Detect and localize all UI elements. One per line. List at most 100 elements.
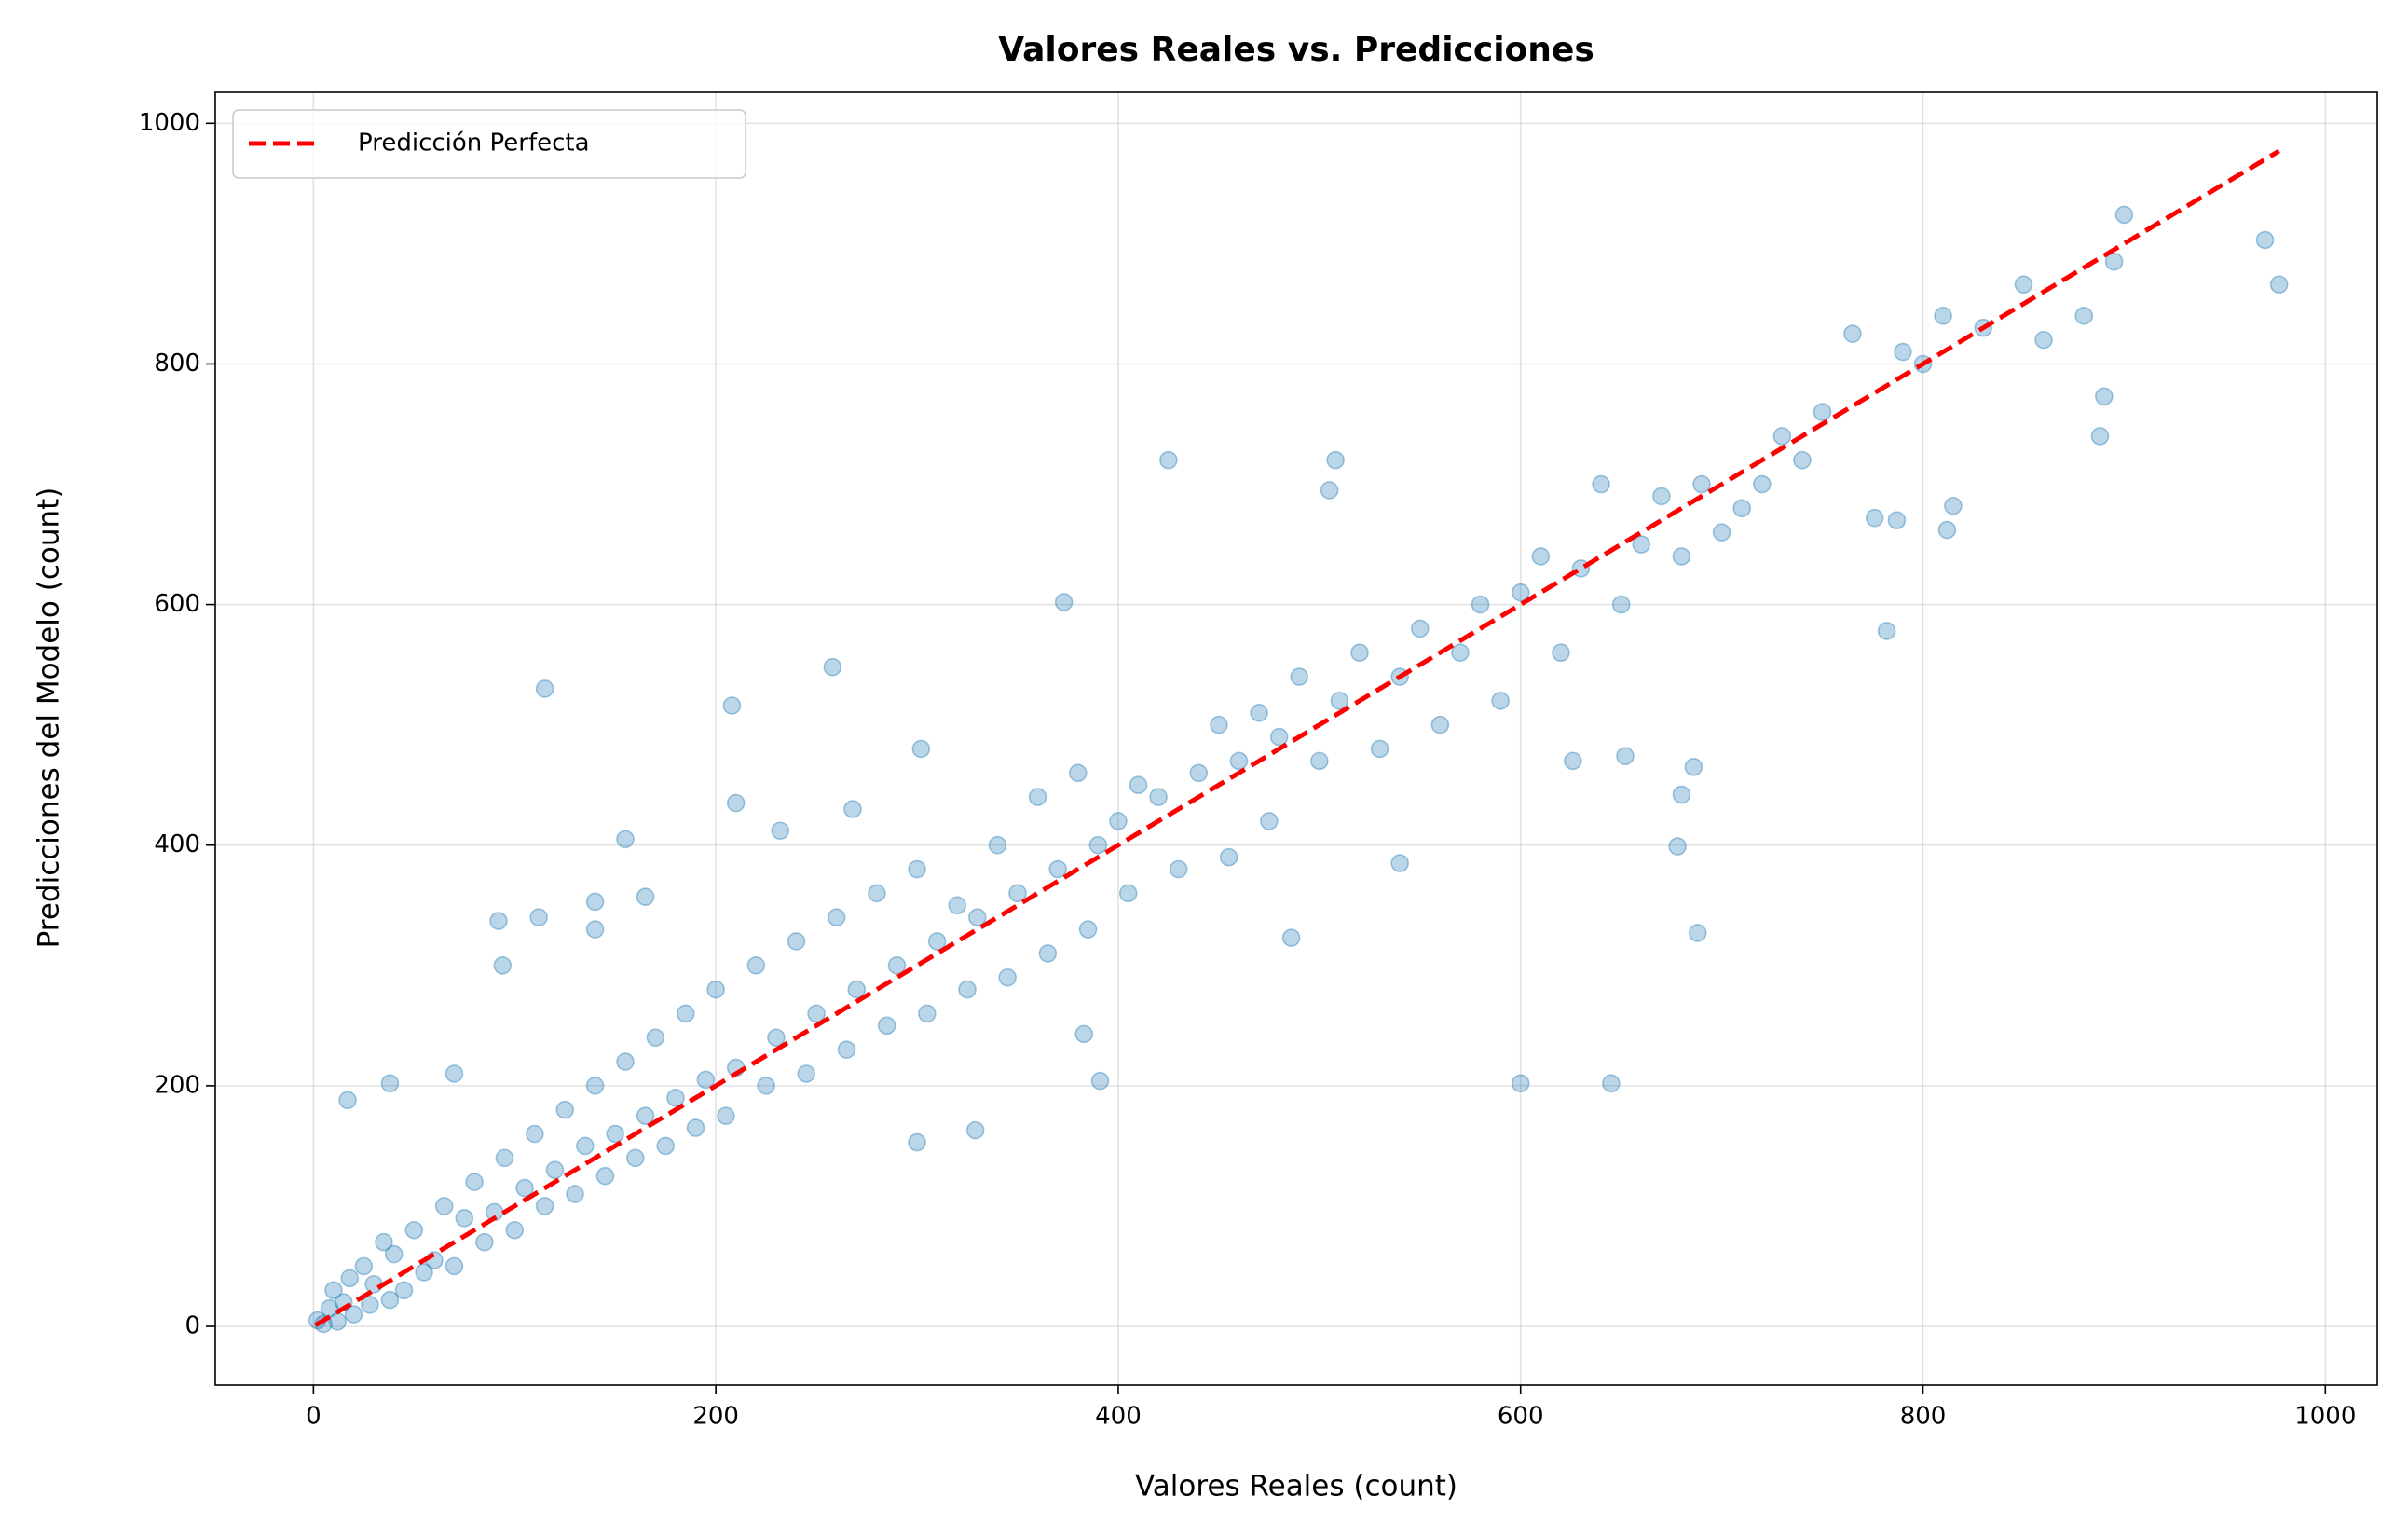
scatter-point: [1430, 715, 1450, 734]
scatter-point: [1210, 715, 1228, 734]
scatter-point: [375, 1232, 393, 1252]
scatter-point: [475, 1232, 494, 1252]
scatter-point: [958, 980, 977, 999]
scatter-point: [1281, 928, 1301, 947]
scatter-point: [2269, 275, 2289, 295]
scatter-point: [1048, 859, 1067, 879]
scatter-point: [823, 657, 842, 677]
x-axis-label: Valores Reales (count): [1135, 1470, 1457, 1503]
y-tick-label: 0: [185, 1312, 200, 1340]
scatter-point: [445, 1064, 464, 1083]
x-tick-label: 0: [306, 1403, 322, 1431]
scatter-point: [404, 1220, 424, 1240]
scatter-point: [1471, 595, 1490, 614]
scatter-point: [927, 932, 947, 951]
scatter-point: [1260, 812, 1279, 830]
scatter-point: [606, 1124, 624, 1144]
scatter-point: [757, 1077, 775, 1095]
scatter-point: [2034, 330, 2053, 350]
scatter-point: [515, 1178, 534, 1198]
scatter-point: [726, 793, 746, 813]
scatter-point: [887, 955, 907, 975]
scatter-point: [489, 912, 508, 930]
scatter-point: [1078, 920, 1098, 939]
scatter-point: [868, 884, 886, 903]
scatter-point: [911, 739, 931, 759]
scatter-point: [767, 1028, 786, 1048]
scatter-point: [338, 1091, 357, 1110]
scatter-point: [1290, 667, 1309, 686]
scatter-point: [585, 920, 605, 939]
legend-label: Predicción Perfecta: [358, 130, 590, 158]
scatter-point: [1672, 547, 1691, 566]
scatter-point: [666, 1088, 685, 1107]
scatter-point: [717, 1106, 735, 1125]
scatter-point: [827, 908, 846, 926]
scatter-point: [380, 1290, 400, 1310]
scatter-point: [1652, 487, 1671, 506]
scatter-point: [1592, 474, 1610, 494]
scatter-point: [1511, 583, 1530, 602]
scatter-point: [1451, 643, 1470, 663]
scatter-point: [1688, 924, 1707, 942]
scatter-point: [686, 1118, 705, 1137]
scatter-point: [1944, 496, 1963, 515]
scatter-point: [1370, 739, 1389, 759]
scatter-point: [1310, 751, 1329, 771]
x-tick-label: 1000: [2294, 1403, 2356, 1431]
x-tick-label: 600: [1498, 1403, 1544, 1431]
scatter-point: [1511, 1074, 1530, 1093]
scatter-point: [566, 1185, 584, 1203]
scatter-point: [1684, 758, 1703, 776]
scatter-point: [1189, 763, 1209, 783]
scatter-point: [1668, 837, 1687, 856]
legend: Predicción Perfecta: [232, 109, 746, 179]
scatter-point: [1877, 622, 1896, 640]
y-tick-label: 200: [154, 1071, 200, 1099]
scatter-point: [1326, 450, 1345, 470]
scatter-point: [1887, 511, 1907, 530]
scatter-point: [908, 859, 926, 879]
scatter-point: [1109, 812, 1128, 830]
scatter-point: [555, 1100, 575, 1119]
scatter-point: [354, 1256, 374, 1276]
scatter-point: [843, 800, 862, 818]
scatter-point: [1118, 884, 1138, 903]
scatter-point: [1054, 593, 1074, 611]
scatter-point: [771, 821, 790, 841]
scatter-point: [361, 1295, 379, 1314]
scatter-point: [948, 896, 967, 915]
scatter-point: [1068, 763, 1088, 783]
scatter-point: [2074, 307, 2094, 325]
scatter-point: [1813, 403, 1832, 421]
y-tick-label: 1000: [139, 109, 200, 137]
scatter-point: [545, 1160, 565, 1180]
scatter-point: [1269, 727, 1289, 747]
scatter-point: [918, 1004, 937, 1023]
scatter-point: [1410, 619, 1430, 638]
scatter-point: [495, 1148, 514, 1168]
scatter-point: [1038, 944, 1058, 963]
scatter-point: [1611, 595, 1631, 614]
scatter-point: [1250, 703, 1268, 722]
scatter-point: [847, 980, 867, 999]
scatter-point: [434, 1197, 454, 1215]
scatter-point: [1229, 751, 1249, 771]
scatter-point: [636, 887, 655, 907]
scatter-point: [1149, 788, 1168, 806]
scatter-point: [493, 955, 513, 975]
scatter-point: [1752, 474, 1772, 494]
x-tick-label: 800: [1900, 1403, 1947, 1431]
scatter-point: [344, 1305, 363, 1324]
scatter-point: [676, 1004, 695, 1023]
scatter-point: [877, 1016, 896, 1036]
scatter-point: [1008, 884, 1027, 903]
scatter-point: [656, 1136, 675, 1156]
scatter-point: [988, 835, 1007, 855]
scatter-point: [2014, 275, 2033, 295]
scatter-point: [797, 1064, 816, 1083]
scatter-point: [535, 1197, 554, 1215]
scatter-point: [465, 1173, 484, 1191]
scatter-point: [2090, 427, 2110, 446]
plot-frame: [214, 91, 2378, 1386]
